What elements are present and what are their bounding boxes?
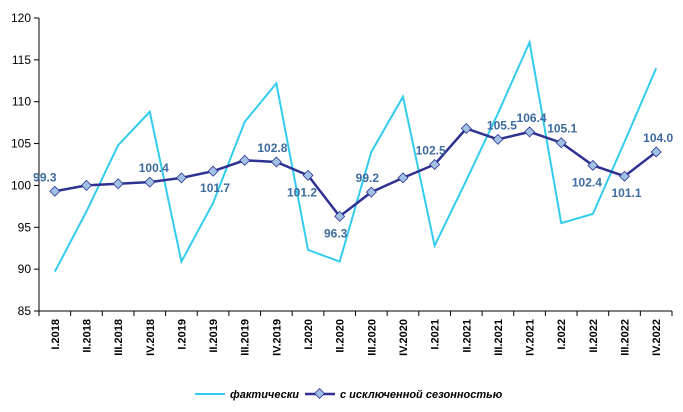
data-label: 106.4 (517, 111, 547, 125)
legend: фактически с исключенной сезонностью (195, 387, 503, 401)
x-tick-label: I.2020 (303, 319, 315, 350)
y-tick-label: 115 (12, 53, 31, 67)
series-point-seasonal (207, 165, 219, 177)
data-label: 96.3 (324, 226, 348, 240)
data-label: 105.5 (487, 118, 517, 132)
x-tick-label: II.2019 (208, 319, 220, 353)
x-tick-label: III.2021 (493, 319, 505, 356)
series-point-seasonal (302, 169, 314, 181)
x-tick-label: IV.2018 (145, 319, 157, 356)
series-point-seasonal (334, 210, 346, 222)
data-label: 102.8 (257, 141, 287, 155)
x-tick-label: II.2018 (81, 319, 93, 353)
series-point-seasonal (619, 170, 631, 182)
series-point-seasonal (397, 172, 409, 184)
y-axis-ticks: 85 90 95 100 105 110 115 120 (11, 11, 39, 318)
data-label: 101.1 (612, 186, 642, 200)
series-point-seasonal (460, 122, 472, 135)
data-label: 100.4 (139, 161, 169, 175)
x-tick-label: IV.2021 (525, 319, 537, 356)
series-point-seasonal (112, 178, 124, 190)
y-tick-label: 90 (18, 262, 32, 276)
series-line-seasonal (54, 127, 657, 219)
legend-label-seasonal: с исключенной сезонностью (340, 389, 503, 401)
series-point-seasonal (365, 186, 377, 198)
series-point-seasonal (555, 137, 567, 149)
series-point-seasonal (524, 126, 536, 138)
y-tick-label: 100 (11, 178, 31, 192)
x-tick-label: II.2022 (588, 319, 600, 353)
data-label: 99.3 (33, 170, 57, 184)
x-tick-label: I.2022 (556, 319, 568, 350)
x-tick-label: III.2022 (620, 319, 632, 356)
x-tick-label: II.2021 (461, 319, 473, 353)
data-label: 102.5 (416, 144, 446, 158)
data-label: 99.2 (356, 171, 380, 185)
x-tick-label: III.2019 (240, 319, 252, 356)
series-point-seasonal (429, 158, 441, 171)
data-label: 101.7 (200, 181, 230, 195)
x-tick-label: I.2018 (50, 319, 62, 350)
y-tick-label: 110 (12, 95, 31, 109)
legend-label-actual: фактически (230, 389, 299, 401)
data-label: 101.2 (287, 185, 317, 199)
y-tick-label: 95 (18, 220, 32, 234)
x-tick-label: II.2020 (335, 319, 347, 353)
series-point-seasonal (239, 154, 251, 166)
data-labels: 99.3 100.4 101.7 102.8 101.2 96.3 99.2 102.5 105… (33, 111, 673, 241)
series-point-seasonal (492, 133, 504, 145)
data-label: 102.4 (572, 175, 602, 189)
x-tick-label: IV.2019 (271, 319, 283, 356)
series-line-actual (53, 38, 658, 273)
series-layer (49, 38, 662, 273)
data-label: 104.0 (643, 131, 673, 145)
x-tick-label: III.2020 (366, 319, 378, 356)
series-point-seasonal (650, 146, 662, 158)
series-point-seasonal (49, 185, 61, 197)
y-tick-label: 85 (18, 304, 32, 318)
x-tick-label: I.2021 (430, 319, 442, 350)
legend-marker-seasonal (313, 387, 326, 400)
series-point-seasonal (80, 179, 92, 191)
series-point-seasonal (175, 172, 187, 184)
y-tick-label: 120 (11, 11, 31, 25)
axes (38, 18, 672, 312)
x-axis-ticks: I.2018 II.2018 III.2018 IV.2018 I.2019 II.201… (38, 311, 673, 356)
x-tick-label: IV.2020 (398, 319, 410, 356)
series-point-seasonal (270, 156, 282, 168)
x-tick-label: I.2019 (176, 319, 188, 350)
series-point-seasonal (587, 159, 599, 171)
x-tick-label: III.2018 (113, 319, 125, 356)
x-tick-label: IV.2022 (651, 319, 663, 356)
series-point-seasonal (144, 176, 156, 188)
data-label: 105.1 (547, 122, 577, 136)
y-tick-label: 105 (11, 137, 31, 151)
